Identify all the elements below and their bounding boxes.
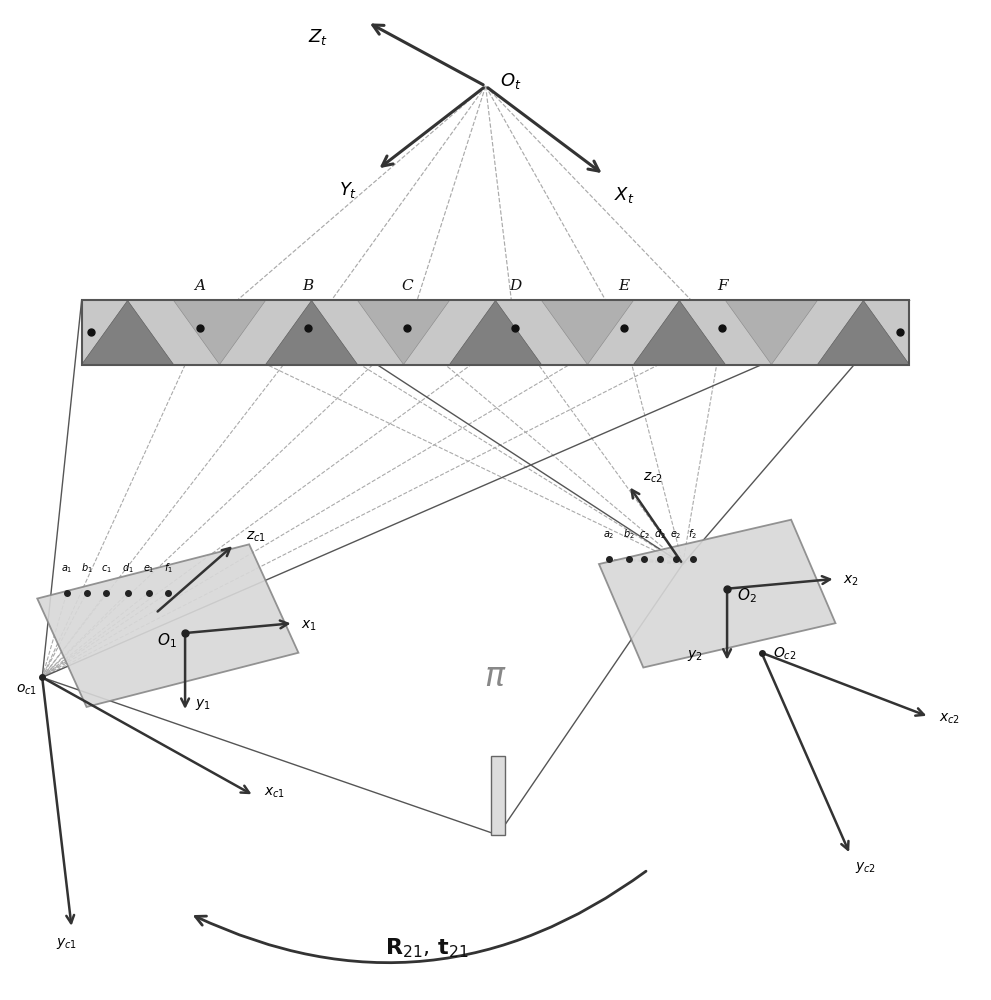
Text: $y_{c2}$: $y_{c2}$ xyxy=(855,860,876,875)
Polygon shape xyxy=(633,300,725,365)
Text: $o_{c1}$: $o_{c1}$ xyxy=(16,682,38,697)
Text: $d_2$: $d_2$ xyxy=(654,528,666,541)
Text: $e_2$: $e_2$ xyxy=(670,530,682,541)
Text: $a_1$: $a_1$ xyxy=(61,563,72,575)
Text: $e_1$: $e_1$ xyxy=(143,563,155,575)
FancyBboxPatch shape xyxy=(81,300,910,365)
Polygon shape xyxy=(173,300,266,365)
Text: $O_t$: $O_t$ xyxy=(500,71,522,91)
Polygon shape xyxy=(818,300,910,365)
Text: A: A xyxy=(194,279,205,293)
Text: $b_2$: $b_2$ xyxy=(622,528,634,541)
Text: C: C xyxy=(401,279,412,293)
Polygon shape xyxy=(38,544,298,707)
Text: $Y_t$: $Y_t$ xyxy=(339,180,358,200)
Text: $c_2$: $c_2$ xyxy=(639,530,650,541)
Text: $z_{c2}$: $z_{c2}$ xyxy=(643,470,663,485)
Text: $\mathbf{R}_{21},\,\mathbf{t}_{21}$: $\mathbf{R}_{21},\,\mathbf{t}_{21}$ xyxy=(385,937,469,960)
Text: $y_{c1}$: $y_{c1}$ xyxy=(56,936,77,951)
Text: F: F xyxy=(716,279,727,293)
Polygon shape xyxy=(725,300,818,365)
Text: $x_{c2}$: $x_{c2}$ xyxy=(938,712,960,726)
Text: E: E xyxy=(618,279,629,293)
Polygon shape xyxy=(599,520,835,668)
Text: D: D xyxy=(509,279,521,293)
Text: $O_1$: $O_1$ xyxy=(158,631,177,650)
Text: $Z_t$: $Z_t$ xyxy=(308,27,328,47)
Text: $b_1$: $b_1$ xyxy=(80,561,92,575)
Polygon shape xyxy=(81,300,173,365)
Text: $y_1$: $y_1$ xyxy=(195,697,211,712)
Text: $f_2$: $f_2$ xyxy=(688,528,697,541)
Text: $X_t$: $X_t$ xyxy=(613,185,634,205)
Text: $f_1$: $f_1$ xyxy=(164,561,172,575)
Polygon shape xyxy=(358,300,450,365)
Text: $a_2$: $a_2$ xyxy=(604,530,614,541)
Text: $O_{c2}$: $O_{c2}$ xyxy=(773,646,797,662)
Text: $x_2$: $x_2$ xyxy=(843,574,859,588)
Text: $c_1$: $c_1$ xyxy=(101,563,112,575)
Text: $x_1$: $x_1$ xyxy=(301,618,317,633)
Text: $d_1$: $d_1$ xyxy=(122,561,134,575)
Polygon shape xyxy=(266,300,358,365)
Text: $x_{c1}$: $x_{c1}$ xyxy=(264,786,285,800)
Text: B: B xyxy=(302,279,314,293)
Polygon shape xyxy=(541,300,633,365)
Polygon shape xyxy=(450,300,541,365)
Text: $\pi$: $\pi$ xyxy=(485,661,506,693)
Text: $O_2$: $O_2$ xyxy=(737,587,756,605)
Text: $y_2$: $y_2$ xyxy=(687,648,703,663)
FancyBboxPatch shape xyxy=(491,756,505,835)
Text: $z_{c1}$: $z_{c1}$ xyxy=(246,529,267,544)
